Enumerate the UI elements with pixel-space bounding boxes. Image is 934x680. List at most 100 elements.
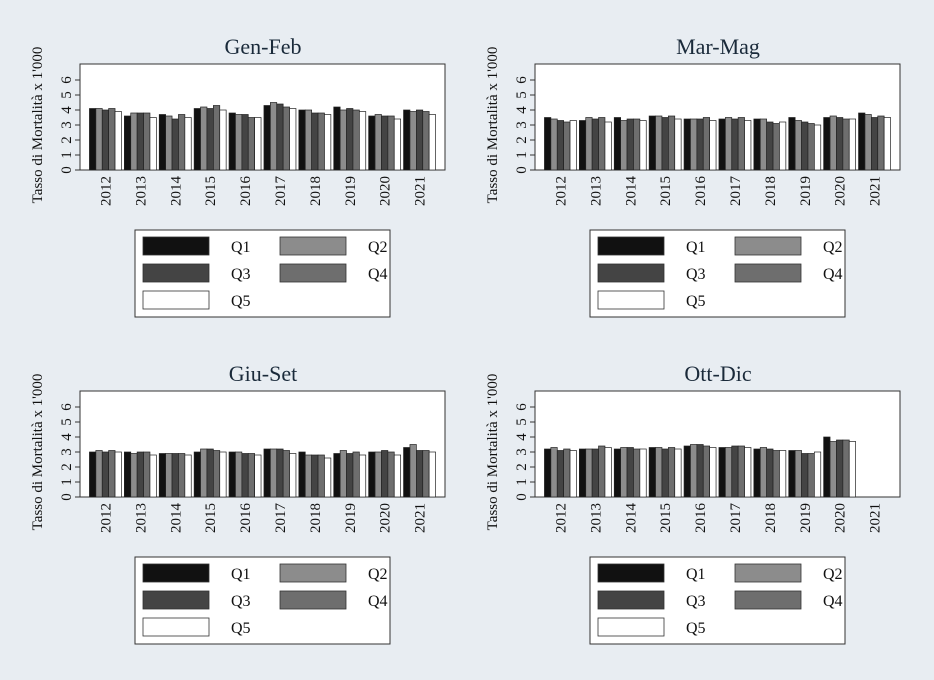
x-tick-label: 2014: [623, 503, 639, 534]
bar-q2-2014: [165, 453, 173, 498]
legend-label-q1: Q1: [686, 239, 706, 256]
bar-q3-2018: [766, 121, 774, 171]
legend-swatch-q5: [142, 617, 210, 637]
bar-q3-2014: [171, 118, 179, 171]
bar-q2-2016: [235, 451, 243, 498]
bar-q5-2016: [709, 447, 717, 498]
bar-q1-2014: [158, 114, 167, 171]
bar-q1-2019: [333, 453, 341, 498]
bar-q4-2019: [352, 451, 360, 498]
x-tick-label: 2013: [588, 503, 604, 533]
bar-q5-2017: [289, 453, 297, 498]
y-tick-label: 2: [514, 463, 530, 471]
bar-q3-2015: [661, 448, 669, 498]
chart-panel: Giu-Set 0 1 2 3 4 5 6 Tasso di Mortalità x 1'000…: [15, 327, 465, 652]
bar-q1-2015: [193, 451, 201, 498]
bar-q5-2012: [114, 111, 122, 171]
bar-q3-2012: [556, 120, 565, 171]
bar-q5-2018: [779, 121, 787, 171]
y-tick-label: 6: [514, 76, 530, 84]
y-axis-label: Tasso di Mortalità x 1'000: [30, 374, 46, 531]
bar-q1-2018: [753, 118, 761, 171]
bar-q3-2014: [626, 118, 634, 171]
bar-q2-2021: [409, 444, 417, 498]
legend-label-q4: Q4: [823, 593, 843, 610]
legend-label-q1: Q1: [686, 566, 706, 583]
bar-q1-2015: [648, 447, 656, 498]
bar-q4-2014: [633, 448, 641, 498]
x-tick-label: 2017: [273, 503, 289, 534]
x-tick-label: 2016: [238, 176, 254, 207]
bar-q4-2014: [178, 453, 186, 498]
legend-swatch-q2: [734, 563, 802, 583]
bar-q1-2020: [368, 451, 376, 498]
bar-q4-2016: [702, 445, 711, 498]
y-tick-label: 1: [514, 151, 530, 159]
x-tick-label: 2012: [553, 503, 569, 533]
legend-label-q1: Q1: [231, 239, 251, 256]
bar-q3-2019: [801, 453, 809, 498]
bar-q4-2015: [213, 450, 221, 498]
bar-q1-2013: [578, 120, 587, 171]
bar-q5-2016: [709, 120, 717, 171]
x-tick-label: 2016: [238, 503, 254, 534]
bar-q4-2015: [213, 105, 221, 171]
y-tick-label: 3: [514, 121, 530, 129]
bar-q3-2016: [241, 114, 249, 171]
bar-q3-2017: [731, 118, 739, 171]
x-tick-label: 2013: [588, 176, 604, 206]
bar-q3-2016: [696, 444, 704, 498]
y-tick-label: 6: [514, 403, 530, 411]
bar-q4-2019: [807, 123, 815, 171]
bar-q1-2017: [263, 448, 271, 498]
bar-q4-2020: [387, 115, 395, 171]
bar-q2-2015: [655, 447, 663, 498]
bar-q5-2012: [114, 451, 122, 498]
x-tick-label: 2015: [203, 176, 219, 206]
bar-q4-2012: [108, 108, 116, 171]
y-tick-label: 6: [59, 76, 75, 84]
legend-label-q5: Q5: [686, 293, 706, 310]
bar-q5-2019: [359, 111, 367, 171]
x-tick-label: 2012: [98, 176, 114, 206]
legend-label-q4: Q4: [823, 266, 843, 283]
bar-q2-2017: [270, 448, 278, 498]
bar-q3-2019: [346, 108, 354, 171]
bar-q5-2015: [219, 109, 227, 171]
x-tick-label: 2020: [378, 176, 394, 206]
bar-q2-2015: [200, 106, 208, 171]
bar-q4-2012: [563, 448, 571, 498]
legend-label-q2: Q2: [823, 566, 843, 583]
x-tick-label: 2012: [98, 503, 114, 533]
chart-svg: Ott-Dic 0 1 2 3 4 5 6 Tasso di Mortalità x 1'000…: [485, 361, 901, 645]
bar-q1-2016: [683, 445, 691, 498]
bar-q3-2019: [346, 453, 354, 498]
x-tick-label: 2019: [343, 176, 359, 206]
bar-q5-2019: [814, 451, 822, 498]
bar-q4-2014: [633, 118, 641, 171]
y-axis-label: Tasso di Mortalità x 1'000: [485, 374, 501, 531]
x-tick-label: 2018: [308, 176, 324, 206]
y-tick-label: 1: [514, 478, 530, 486]
bar-q5-2016: [254, 454, 262, 498]
bar-q2-2020: [829, 441, 837, 498]
bar-q4-2012: [563, 121, 571, 171]
legend-label-q5: Q5: [231, 620, 251, 637]
legend-swatch-q5: [597, 290, 665, 310]
bar-q2-2012: [95, 108, 103, 171]
bar-q1-2013: [578, 448, 587, 498]
bar-q4-2015: [668, 447, 676, 498]
x-tick-label: 2014: [168, 176, 184, 207]
bar-q1-2019: [333, 106, 341, 171]
x-tick-label: 2020: [378, 503, 394, 533]
bar-q1-2013: [123, 115, 132, 171]
bar-q4-2019: [352, 109, 360, 171]
bar-q4-2017: [737, 445, 745, 498]
bar-q1-2018: [298, 451, 306, 498]
bar-q1-2021: [403, 447, 411, 498]
y-axis-label: Tasso di Mortalità x 1'000: [30, 47, 46, 204]
bar-q4-2021: [422, 450, 430, 498]
bar-q4-2012: [108, 450, 116, 498]
bar-q5-2013: [149, 454, 157, 498]
bar-q2-2012: [550, 447, 558, 498]
